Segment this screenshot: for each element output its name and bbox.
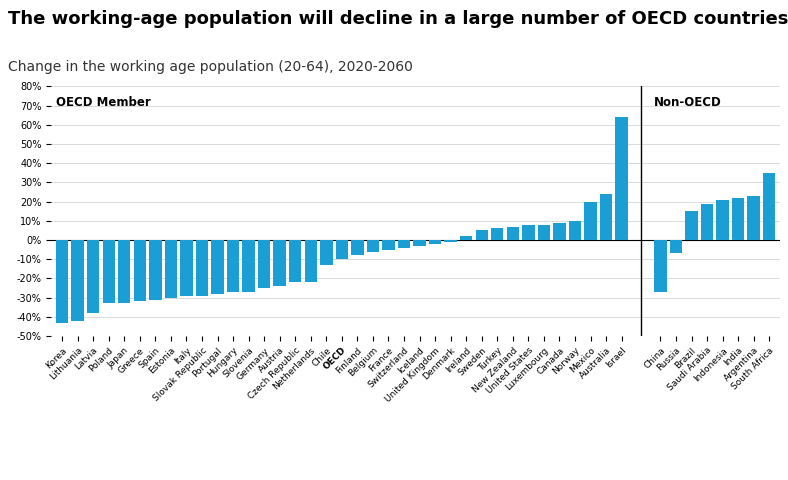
Bar [180, 240, 192, 296]
Bar [615, 117, 628, 240]
Bar [351, 240, 363, 255]
Bar [732, 198, 745, 240]
Bar [366, 240, 379, 252]
Bar [686, 211, 697, 240]
Bar [134, 240, 146, 301]
Bar [491, 228, 504, 240]
Text: Non-OECD: Non-OECD [654, 96, 722, 109]
Bar [460, 236, 472, 240]
Bar [553, 223, 566, 240]
Bar [227, 240, 240, 292]
Bar [102, 240, 115, 303]
Bar [398, 240, 411, 248]
Bar [165, 240, 177, 298]
Bar [507, 227, 519, 240]
Bar [72, 240, 84, 321]
Bar [654, 240, 667, 292]
Bar [87, 240, 99, 313]
Bar [211, 240, 224, 294]
Bar [475, 230, 488, 240]
Bar [56, 240, 69, 323]
Bar [118, 240, 131, 303]
Bar [258, 240, 270, 288]
Bar [600, 194, 612, 240]
Bar [763, 173, 775, 240]
Bar [243, 240, 255, 292]
Bar [382, 240, 395, 250]
Text: OECD Member: OECD Member [56, 96, 151, 109]
Bar [444, 240, 457, 242]
Bar [537, 225, 550, 240]
Bar [716, 200, 729, 240]
Bar [522, 225, 534, 240]
Bar [336, 240, 348, 259]
Bar [701, 204, 713, 240]
Bar [414, 240, 426, 246]
Bar [289, 240, 302, 282]
Bar [748, 196, 760, 240]
Bar [584, 202, 597, 240]
Bar [195, 240, 208, 296]
Bar [429, 240, 441, 244]
Bar [320, 240, 333, 265]
Bar [149, 240, 162, 300]
Text: Change in the working age population (20-64), 2020-2060: Change in the working age population (20… [8, 60, 413, 74]
Bar [304, 240, 317, 282]
Text: The working-age population will decline in a large number of OECD countries: The working-age population will decline … [8, 10, 788, 28]
Bar [670, 240, 682, 253]
Bar [273, 240, 286, 286]
Bar [569, 221, 582, 240]
